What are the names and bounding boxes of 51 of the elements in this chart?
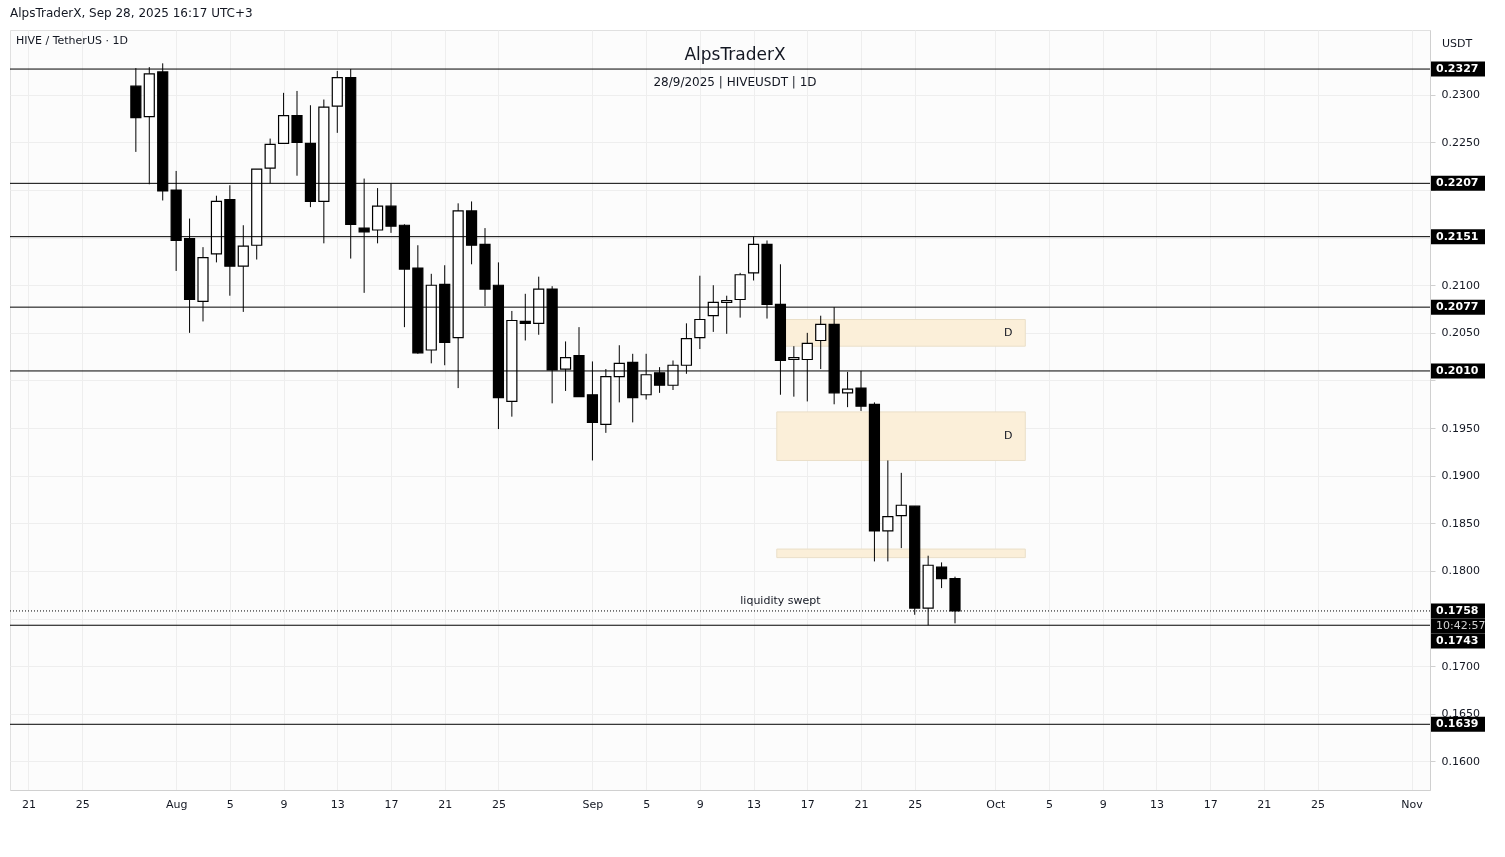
x-tick-label: 9 bbox=[280, 797, 288, 811]
ref-line-label: 0.2077 bbox=[1436, 300, 1479, 314]
y-tick-label: 0.2100 bbox=[1441, 278, 1480, 292]
y-tick-label: 0.1800 bbox=[1441, 564, 1480, 578]
x-tick-label: 21 bbox=[21, 797, 36, 811]
ref-line-label: 0.2327 bbox=[1436, 62, 1479, 76]
x-tick-label: 25 bbox=[1311, 797, 1326, 811]
x-tick-label: 5 bbox=[643, 797, 651, 811]
y-tick-label: 0.1850 bbox=[1441, 516, 1480, 530]
x-tick-label: 13 bbox=[330, 797, 345, 811]
y-tick-label: 0.1900 bbox=[1441, 469, 1480, 483]
band-label: D bbox=[1004, 325, 1013, 339]
y-axis-title: USDT bbox=[1441, 37, 1473, 50]
x-tick-label: 25 bbox=[75, 797, 90, 811]
x-tick-label: 21 bbox=[854, 797, 869, 811]
x-tick-label: 21 bbox=[1257, 797, 1272, 811]
x-tick-label: 25 bbox=[908, 797, 923, 811]
text: AlpsTraderX, Sep 28, 2025 16:17 UTC+3 bbox=[10, 6, 253, 20]
y-tick-label: 0.1600 bbox=[1441, 754, 1480, 768]
y-tick-label: 0.2300 bbox=[1441, 88, 1480, 102]
x-tick-label: Nov bbox=[1401, 797, 1424, 811]
x-tick-label: 21 bbox=[438, 797, 453, 811]
x-tick-label: 25 bbox=[491, 797, 506, 811]
band-label: D bbox=[1004, 429, 1013, 443]
x-tick-label: Aug bbox=[165, 797, 188, 811]
ref-line-label: 0.2010 bbox=[1436, 363, 1479, 377]
x-tick-label: 5 bbox=[226, 797, 234, 811]
y-tick-label: 0.2050 bbox=[1441, 326, 1480, 340]
x-tick-label: 17 bbox=[800, 797, 815, 811]
x-tick-label: Sep bbox=[582, 797, 604, 811]
x-tick-label: 5 bbox=[1046, 797, 1053, 811]
x-tick-label: 9 bbox=[1099, 797, 1107, 811]
x-tick-label: 13 bbox=[1149, 797, 1164, 811]
x-tick-label: 9 bbox=[696, 797, 704, 811]
annotation: liquidity swept bbox=[740, 594, 822, 608]
annotation: HIVE / TetherUS · 1D bbox=[16, 34, 128, 47]
x-tick-label: 17 bbox=[384, 797, 399, 811]
y-tick-label: 0.1700 bbox=[1441, 659, 1480, 673]
y-tick-label: 0.1950 bbox=[1441, 421, 1480, 435]
legend-label: 0.1743 bbox=[1436, 633, 1479, 647]
x-tick-label: 17 bbox=[1203, 797, 1218, 811]
ref-line-label: 0.2207 bbox=[1436, 176, 1479, 190]
text: 10:42:57 bbox=[1436, 618, 1486, 632]
x-tick-label: 13 bbox=[747, 797, 762, 811]
y-tick-label: 0.2250 bbox=[1441, 135, 1480, 149]
x-tick-label: Oct bbox=[986, 797, 1006, 811]
ref-line-label: 0.2151 bbox=[1436, 229, 1479, 243]
text: 28/9/2025 | HIVEUSDT | 1D bbox=[653, 75, 817, 89]
text: AlpsTraderX bbox=[684, 44, 786, 64]
ref-line-label: 0.1639 bbox=[1436, 717, 1479, 731]
ref-line-label: 0.1758 bbox=[1436, 603, 1479, 617]
